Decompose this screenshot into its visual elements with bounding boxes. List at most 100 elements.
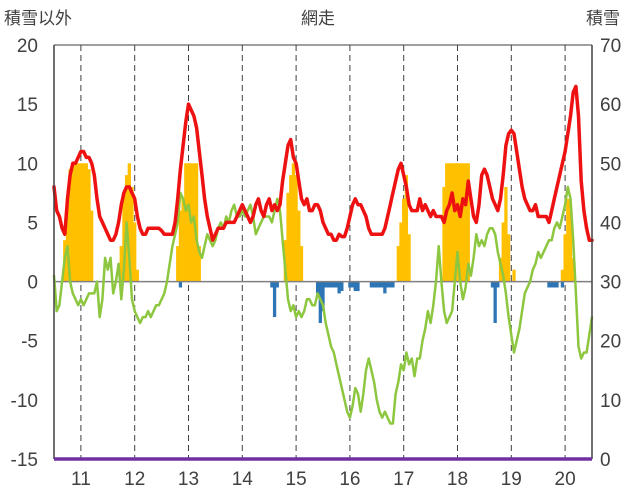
x-tick-label-6: 17: [393, 469, 414, 490]
blue-bar-30: [547, 281, 551, 288]
orange-bar-38: [407, 234, 411, 282]
orange-bar-22: [186, 163, 191, 282]
x-tick-label-9: 20: [555, 469, 576, 490]
orange-bar-53: [512, 269, 516, 282]
blue-bar-26: [391, 281, 395, 288]
orange-bar-56: [566, 198, 570, 282]
x-tick-label-2: 13: [178, 469, 199, 490]
orange-bar-19: [178, 210, 183, 282]
blue-bar-21: [377, 281, 382, 288]
right-tick-label-1: 10: [600, 391, 621, 412]
right-tick-label-2: 20: [600, 332, 621, 353]
orange-bar-17: [135, 269, 140, 282]
orange-bar-2: [68, 169, 72, 282]
orange-bar-47: [463, 163, 468, 282]
orange-bar-30: [291, 163, 296, 282]
blue-bar-25: [388, 281, 392, 288]
x-tick-label-3: 14: [232, 469, 254, 490]
left-tick-label-0: -15: [11, 450, 38, 471]
blue-bar-34: [560, 281, 565, 288]
left-axis-label: 積雪以外: [4, 9, 72, 28]
blue-bar-12: [337, 281, 341, 294]
orange-bar-11: [119, 246, 123, 282]
orange-bar-57: [568, 204, 573, 282]
left-tick-label-6: 15: [17, 95, 38, 116]
blue-bar-14: [348, 281, 352, 288]
x-tick-label-4: 15: [286, 469, 307, 490]
right-tick-label-4: 40: [600, 213, 621, 234]
x-tick-label-0: 11: [71, 469, 91, 490]
orange-bar-3: [71, 163, 75, 282]
orange-bar-46: [461, 163, 465, 282]
orange-bar-55: [563, 234, 567, 282]
right-tick-label-0: 0: [600, 450, 611, 471]
blue-bar-20: [375, 281, 379, 288]
orange-bar-44: [455, 163, 460, 282]
orange-bar-9: [87, 169, 91, 282]
orange-bar-54: [560, 269, 565, 282]
orange-bar-33: [299, 246, 304, 282]
orange-bar-52: [506, 234, 511, 282]
orange-bar-48: [466, 163, 470, 282]
right-tick-label-3: 30: [600, 273, 621, 294]
blue-bar-6: [321, 281, 325, 312]
orange-bar-29: [289, 175, 293, 282]
blue-bar-8: [326, 281, 331, 288]
line-series: [52, 84, 594, 425]
orange-bar-32: [297, 210, 301, 282]
right-tick-label-6: 60: [600, 95, 621, 116]
blue-bar-16: [353, 281, 357, 292]
orange-bar-39: [442, 186, 446, 282]
blue-bar-33: [555, 281, 559, 288]
orange-bar-10: [90, 210, 94, 282]
blue-bar-18: [369, 281, 374, 288]
grid: [80, 45, 566, 459]
orange-bar-8: [84, 163, 88, 282]
blue-bar-28: [493, 281, 497, 323]
blue-bar-24: [385, 281, 390, 288]
x-tick-label-8: 19: [501, 469, 522, 490]
left-tick-label-5: 10: [17, 154, 38, 175]
orange-bar-36: [402, 198, 406, 282]
x-tick-label-7: 18: [447, 469, 468, 490]
orange-bar-6: [79, 163, 83, 282]
orange-bar-26: [197, 246, 201, 282]
chart-title: 網走: [301, 9, 335, 28]
blue-bar-29: [496, 281, 500, 288]
orange-bar-37: [404, 175, 409, 282]
blue-bar-1: [270, 281, 274, 288]
left-tick-label-3: 0: [27, 273, 38, 294]
blue-bar-3: [275, 281, 279, 288]
left-tick-label-7: 20: [17, 36, 38, 57]
blue-bar-19: [372, 281, 376, 288]
orange-bar-42: [450, 163, 454, 282]
orange-bar-45: [458, 163, 462, 282]
orange-bar-7: [81, 163, 86, 282]
blue-bar-11: [334, 281, 339, 288]
blue-bar-15: [350, 281, 355, 288]
blue-bar-32: [552, 281, 556, 288]
left-tick-label-1: -10: [11, 391, 38, 412]
orange-bar-51: [504, 186, 508, 282]
plot-frame: [53, 44, 593, 461]
blue-bar-31: [550, 281, 554, 288]
orange-bar-16: [133, 222, 137, 282]
red-line: [52, 84, 594, 242]
blue-bar-22: [380, 281, 384, 288]
orange-bar-49: [498, 257, 503, 282]
left-tick-label-2: -5: [21, 332, 38, 353]
blue-bar-23: [383, 281, 387, 294]
x-tick-label-5: 16: [339, 469, 360, 490]
blue-bar-9: [329, 281, 333, 288]
orange-bar-35: [399, 222, 403, 282]
blue-bar-4: [315, 281, 320, 294]
blue-bar-13: [340, 281, 344, 292]
orange-bar-5: [76, 163, 80, 282]
orange-bar-18: [176, 246, 180, 282]
blue-bar-17: [356, 281, 360, 292]
right-axis-label: 積雪: [586, 9, 620, 28]
right-tick-label-7: 70: [600, 36, 621, 57]
orange-bar-1: [65, 198, 70, 282]
